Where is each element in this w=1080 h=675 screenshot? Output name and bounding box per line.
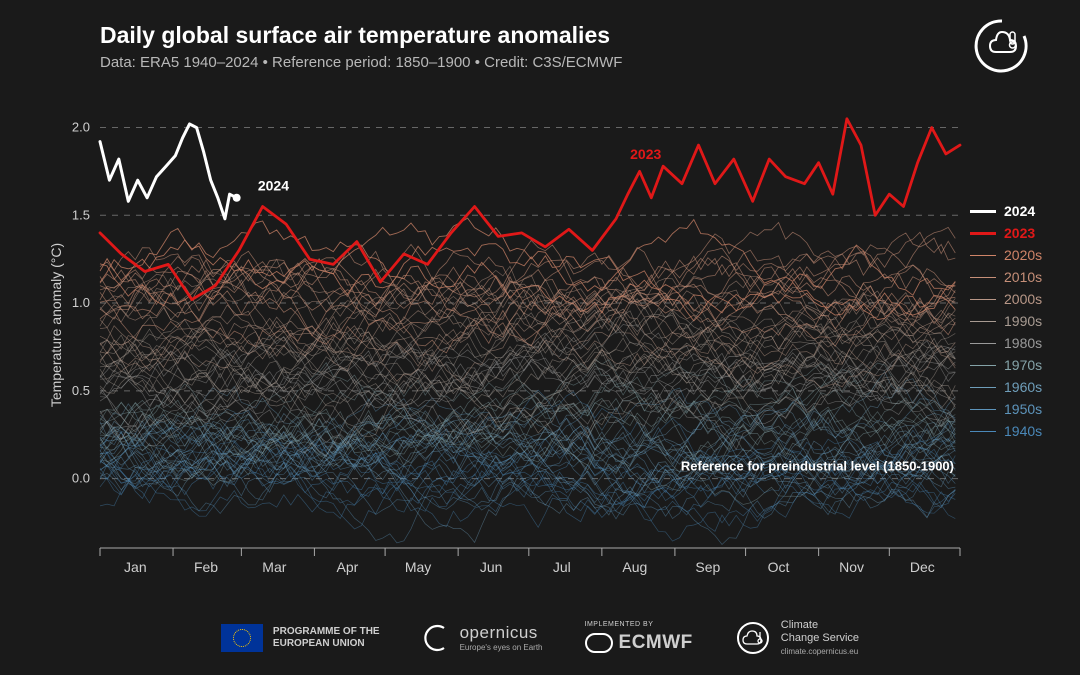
- copernicus-block: opernicus Europe's eyes on Earth: [422, 622, 543, 654]
- ecmwf-icon: [585, 633, 613, 653]
- svg-text:2023: 2023: [630, 146, 661, 162]
- ccs-block: Climate Change Service climate.copernicu…: [735, 619, 859, 657]
- y-axis-label: Temperature anomaly (°C): [48, 110, 68, 540]
- svg-text:Aug: Aug: [622, 559, 647, 575]
- svg-text:Jul: Jul: [553, 559, 571, 575]
- legend-item: 2000s: [970, 288, 1042, 310]
- legend-item: 2023: [970, 222, 1042, 244]
- ecmwf-name: ECMWF: [619, 632, 693, 655]
- svg-text:2024: 2024: [258, 178, 289, 194]
- legend-swatch: [970, 210, 996, 213]
- legend-item: 1940s: [970, 420, 1042, 442]
- ccs-icon: [735, 620, 771, 656]
- legend-item: 2010s: [970, 266, 1042, 288]
- svg-text:Apr: Apr: [336, 559, 358, 575]
- legend-swatch: [970, 387, 996, 388]
- legend-swatch: [970, 299, 996, 300]
- svg-text:2.0: 2.0: [72, 120, 90, 135]
- legend-swatch: [970, 232, 996, 235]
- legend-item: 1950s: [970, 398, 1042, 420]
- legend-label: 1970s: [1004, 357, 1042, 373]
- svg-text:Reference for preindustrial le: Reference for preindustrial level (1850-…: [681, 459, 954, 474]
- svg-text:Nov: Nov: [839, 559, 864, 575]
- legend-swatch: [970, 431, 996, 432]
- ccs-url: climate.copernicus.eu: [781, 647, 859, 657]
- legend-label: 2024: [1004, 203, 1035, 219]
- legend-item: 1990s: [970, 310, 1042, 332]
- ccs-line1: Climate: [781, 619, 859, 632]
- legend-swatch: [970, 343, 996, 344]
- svg-text:Oct: Oct: [768, 559, 790, 575]
- svg-text:Sep: Sep: [695, 559, 720, 575]
- footer-logos: PROGRAMME OF THE EUROPEAN UNION opernicu…: [0, 619, 1080, 657]
- corner-logo: [972, 16, 1032, 81]
- legend-swatch: [970, 321, 996, 322]
- legend-label: 2023: [1004, 225, 1035, 241]
- legend-label: 1960s: [1004, 379, 1042, 395]
- legend-item: 1960s: [970, 376, 1042, 398]
- svg-text:Dec: Dec: [910, 559, 935, 575]
- legend-swatch: [970, 365, 996, 366]
- legend-label: 2010s: [1004, 269, 1042, 285]
- copernicus-tagline: Europe's eyes on Earth: [460, 643, 543, 653]
- eu-programme-block: PROGRAMME OF THE EUROPEAN UNION: [221, 624, 380, 652]
- svg-text:May: May: [405, 559, 431, 575]
- svg-text:Mar: Mar: [262, 559, 286, 575]
- svg-text:Feb: Feb: [194, 559, 218, 575]
- ccs-line2: Change Service: [781, 632, 859, 645]
- legend-label: 1940s: [1004, 423, 1042, 439]
- legend: 2024 2023 2020s 2010s 2000s 1990s 1980s 1970s 19…: [970, 200, 1042, 442]
- chart-frame: Daily global surface air temperature ano…: [0, 0, 1080, 675]
- svg-text:Jan: Jan: [124, 559, 147, 575]
- legend-item: 2020s: [970, 244, 1042, 266]
- svg-text:Jun: Jun: [480, 559, 503, 575]
- ecmwf-block: IMPLEMENTED BY ECMWF: [585, 621, 693, 654]
- line-chart: 0.00.51.01.52.0JanFebMarAprMayJunJulAugS…: [100, 110, 960, 540]
- legend-label: 1980s: [1004, 335, 1042, 351]
- eu-flag-icon: [221, 624, 263, 652]
- copernicus-name: opernicus: [460, 623, 543, 643]
- svg-text:0.5: 0.5: [72, 383, 90, 398]
- chart-subtitle: Data: ERA5 1940–2024 • Reference period:…: [100, 54, 622, 71]
- copernicus-c-icon: [422, 622, 450, 654]
- ecmwf-prefix: IMPLEMENTED BY: [585, 621, 654, 629]
- legend-item: 1970s: [970, 354, 1042, 376]
- svg-text:1.0: 1.0: [72, 295, 90, 310]
- legend-label: 1990s: [1004, 313, 1042, 329]
- svg-text:0.0: 0.0: [72, 471, 90, 486]
- legend-swatch: [970, 409, 996, 410]
- legend-item: 2024: [970, 200, 1042, 222]
- svg-text:1.5: 1.5: [72, 207, 90, 222]
- legend-swatch: [970, 277, 996, 278]
- legend-swatch: [970, 255, 996, 256]
- legend-label: 2020s: [1004, 247, 1042, 263]
- chart-title: Daily global surface air temperature ano…: [100, 22, 610, 49]
- legend-label: 1950s: [1004, 401, 1042, 417]
- legend-label: 2000s: [1004, 291, 1042, 307]
- eu-programme-label: PROGRAMME OF THE EUROPEAN UNION: [273, 626, 380, 650]
- legend-item: 1980s: [970, 332, 1042, 354]
